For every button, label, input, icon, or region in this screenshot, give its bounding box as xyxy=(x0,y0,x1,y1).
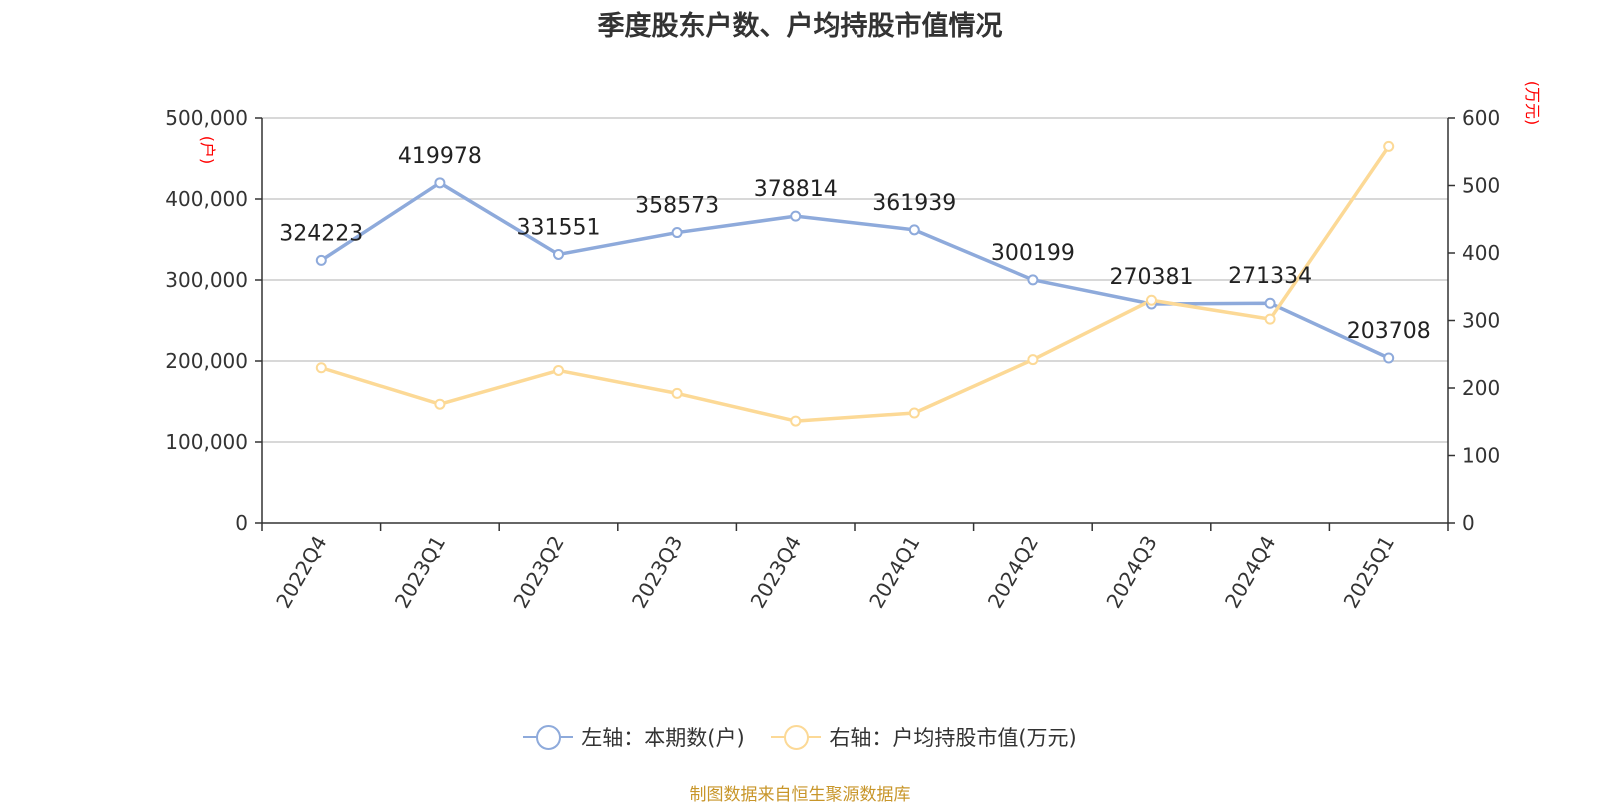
x-tick-label: 2024Q1 xyxy=(864,532,924,613)
right-tick-label: 500 xyxy=(1462,174,1500,198)
data-point-households xyxy=(908,224,920,236)
data-point-avg-value xyxy=(1146,294,1157,306)
x-tick-label: 2023Q4 xyxy=(746,532,806,613)
data-point-households xyxy=(1264,297,1276,309)
right-tick-label: 300 xyxy=(1462,309,1500,333)
left-tick-label: 500,000 xyxy=(165,106,248,130)
data-label-households: 270381 xyxy=(1110,265,1194,290)
data-point-avg-value xyxy=(790,415,802,427)
data-label-households: 324223 xyxy=(279,221,363,246)
x-tick-label: 2024Q2 xyxy=(983,532,1043,613)
legend-label-households: 左轴：本期数(户) xyxy=(581,726,745,750)
left-axis-unit-label: (户) xyxy=(198,136,217,165)
x-tick-label: 2023Q1 xyxy=(390,532,450,613)
data-label-households: 361939 xyxy=(872,191,956,216)
chart-title: 季度股东户数、户均持股市值情况 xyxy=(597,11,1003,42)
data-point-households xyxy=(315,254,327,266)
data-point-avg-value xyxy=(315,362,327,374)
data-point-avg-value xyxy=(1264,313,1276,325)
x-tick-label: 2024Q4 xyxy=(1220,532,1280,613)
data-point-avg-value xyxy=(434,398,446,410)
legend-label-avg-value: 右轴：户均持股市值(万元) xyxy=(829,726,1077,750)
data-label-households: 300199 xyxy=(991,241,1075,266)
data-source-note: 制图数据来自恒生聚源数据库 xyxy=(689,785,911,805)
left-tick-label: 100,000 xyxy=(165,430,248,454)
data-point-avg-value xyxy=(553,364,564,376)
x-tick-label: 2025Q1 xyxy=(1339,532,1399,613)
data-point-households xyxy=(1383,352,1395,364)
right-axis-unit-label: (万元) xyxy=(1523,81,1542,126)
x-tick-label: 2024Q3 xyxy=(1101,532,1161,613)
x-tick-label: 2022Q4 xyxy=(271,532,331,613)
right-tick-label: 0 xyxy=(1462,511,1475,535)
data-label-households: 331551 xyxy=(517,215,601,240)
right-tick-label: 100 xyxy=(1462,444,1500,468)
legend-item-households[interactable]: 左轴：本期数(户) xyxy=(523,722,745,752)
data-point-avg-value xyxy=(671,387,683,399)
series-line-households xyxy=(320,181,1390,360)
x-tick-label: 2023Q3 xyxy=(627,532,687,613)
data-point-households xyxy=(1027,274,1039,286)
left-tick-label: 400,000 xyxy=(165,187,248,211)
right-tick-label: 200 xyxy=(1462,376,1500,400)
data-point-avg-value xyxy=(1383,140,1395,152)
data-point-households xyxy=(671,227,683,239)
data-label-households: 378814 xyxy=(754,177,838,202)
legend-marker-avg-value xyxy=(771,725,822,750)
data-label-households: 271334 xyxy=(1228,264,1312,289)
legend: 左轴：本期数(户) 右轴：户均持股市值(万元) xyxy=(0,722,1600,754)
data-point-avg-value xyxy=(908,407,920,419)
left-tick-label: 300,000 xyxy=(165,268,248,292)
x-tick-label: 2023Q2 xyxy=(508,532,568,613)
series-line-avg-value xyxy=(320,145,1391,423)
legend-item-avg-value[interactable]: 右轴：户均持股市值(万元) xyxy=(771,722,1077,752)
data-point-households xyxy=(553,248,564,260)
data-point-avg-value xyxy=(1027,354,1039,366)
right-tick-label: 400 xyxy=(1462,241,1500,265)
data-label-households: 358573 xyxy=(635,194,719,219)
left-tick-label: 0 xyxy=(235,511,248,535)
legend-marker-households xyxy=(523,725,574,750)
left-tick-label: 200,000 xyxy=(165,349,248,373)
data-label-households: 203708 xyxy=(1347,319,1431,344)
data-point-households xyxy=(434,177,446,189)
right-tick-label: 600 xyxy=(1462,106,1500,130)
data-label-households: 419978 xyxy=(398,144,482,169)
data-point-households xyxy=(790,210,802,222)
